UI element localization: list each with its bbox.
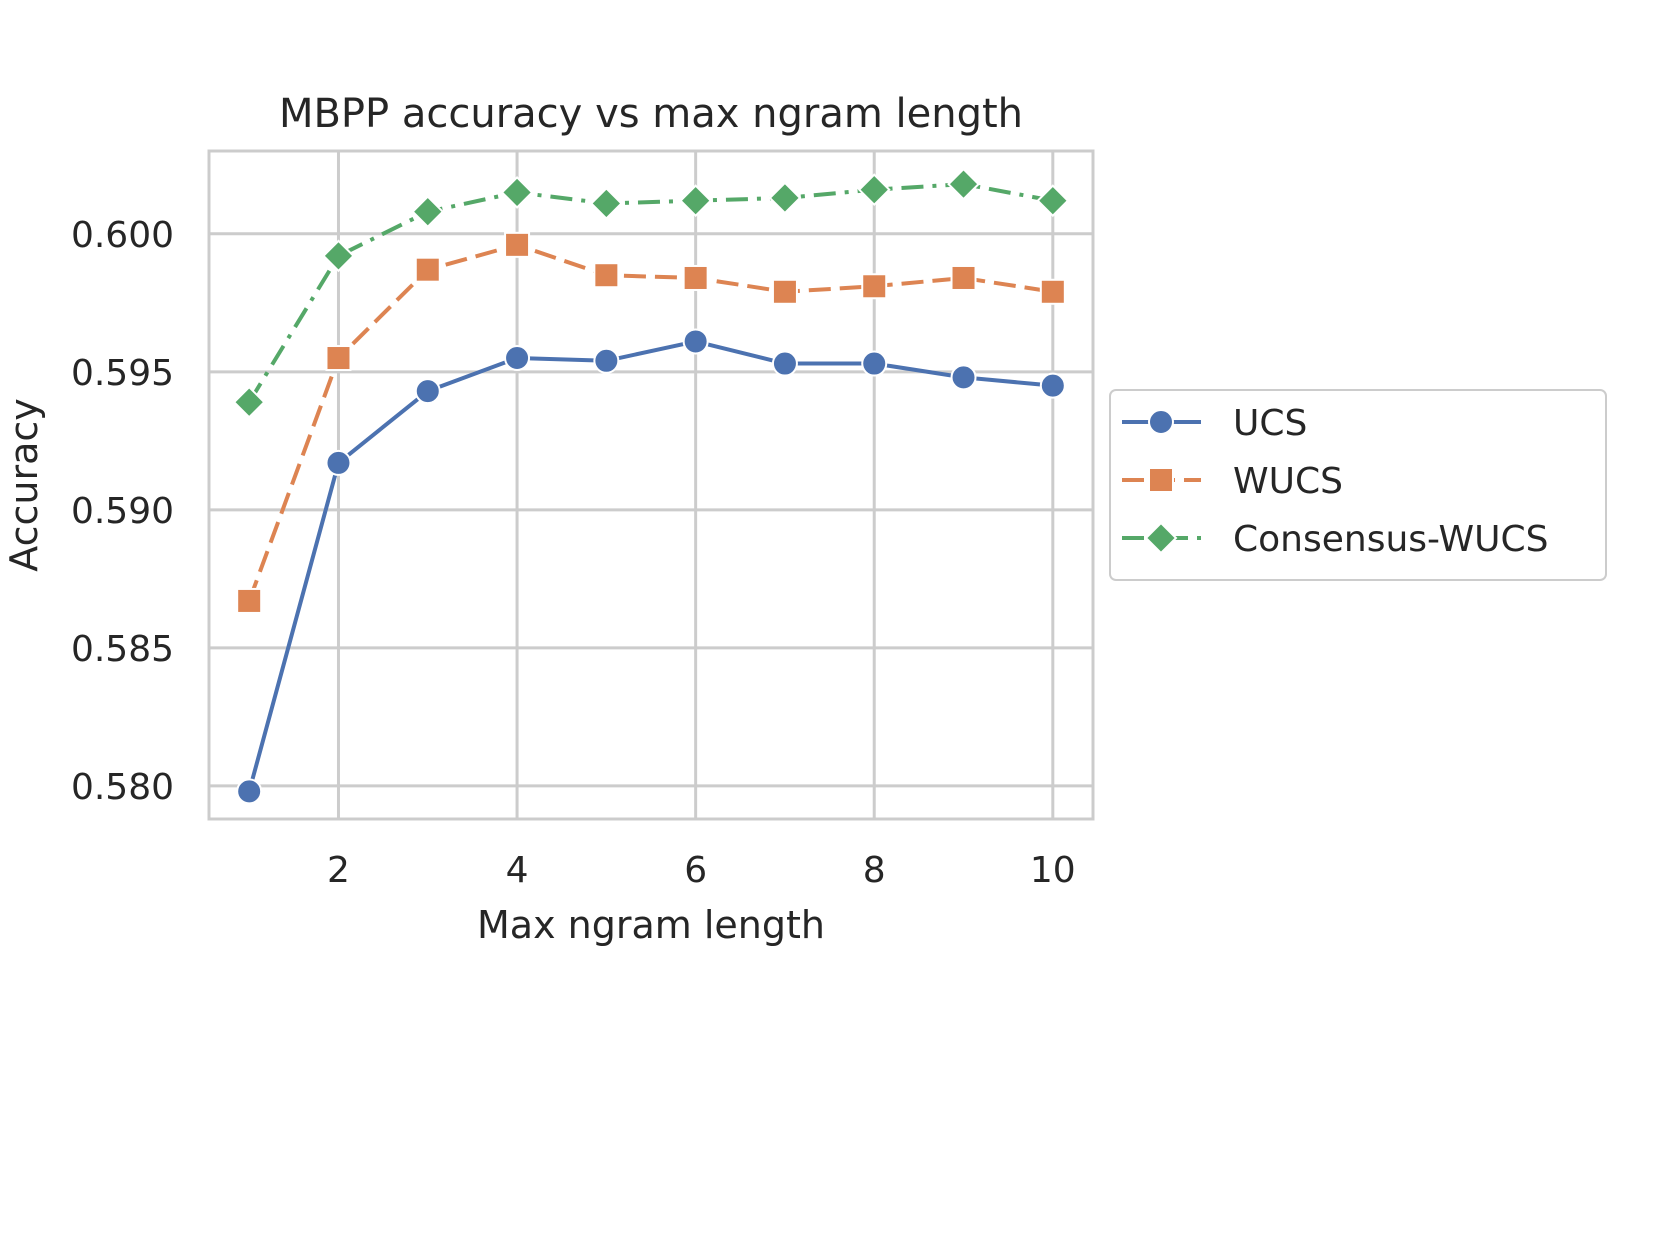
legend-entry-ucs: UCS [1122,403,1307,444]
series-ucs [236,328,1066,805]
wucs-line [247,242,1054,602]
plot-frame [207,149,1095,821]
legend-label: UCS [1233,403,1307,444]
ucs-line [247,339,1054,792]
legend: UCS WUCS Consensus-WUCS [1109,389,1607,581]
grid [209,151,1093,819]
wucs-point [861,273,888,300]
chart-title: MBPP accuracy vs max ngram length [279,91,1023,137]
x-tick-label: 2 [327,850,350,891]
consensus-wucs-point [1036,184,1070,218]
ucs-point [771,350,798,377]
ucs-point [861,350,888,377]
consensus-wucs-point [768,181,802,215]
ucs-point [593,347,620,374]
x-tick-label: 10 [1030,850,1076,891]
y-tick-label: 0.585 [71,629,174,670]
wucs-point [414,256,441,283]
ucs-point [682,328,709,355]
wucs-point [325,345,352,372]
ucs-point [1039,372,1066,399]
series-group [232,167,1070,805]
y-tick-label: 0.595 [71,353,174,394]
wucs-point [1039,278,1066,305]
legend-marker [1148,467,1174,493]
legend-frame [1109,389,1607,581]
ucs-point [414,378,441,405]
ucs-point [950,364,977,391]
wucs-point [236,587,263,614]
x-tick-label: 4 [506,850,529,891]
legend-entry-consensus-wucs: Consensus-WUCS [1122,519,1549,560]
axis-ticks: 2 4 6 8 10 0.580 0.585 0.590 0.595 0.600 [71,215,1076,891]
x-tick-label: 8 [863,850,886,891]
wucs-point [682,264,709,291]
y-tick-label: 0.580 [71,767,174,808]
consensus-wucs-point [500,175,534,209]
consensus-wucs-point [411,195,445,229]
series-consensus-wucs [232,167,1070,419]
y-tick-label: 0.590 [71,491,174,532]
y-axis-label: Accuracy [2,398,46,572]
x-axis-label: Max ngram length [477,903,825,947]
ucs-point [325,449,352,476]
legend-label: WUCS [1233,461,1343,502]
consensus-wucs-point [322,239,355,273]
ucs-point [236,778,263,805]
legend-marker [1144,521,1178,555]
consensus-wucs-point [857,173,891,207]
consensus-wucs-point [589,187,623,220]
consensus-wucs-point [947,167,980,201]
consensus-wucs-line [247,182,1054,404]
legend-marker [1148,409,1174,435]
legend-label: Consensus-WUCS [1233,519,1549,560]
ucs-point [504,345,531,372]
wucs-point [771,278,798,305]
wucs-point [950,264,977,291]
wucs-point [593,262,620,289]
legend-entry-wucs: WUCS [1122,461,1343,502]
series-wucs [236,231,1066,614]
consensus-wucs-point [232,385,266,419]
x-tick-label: 6 [684,850,707,891]
consensus-wucs-point [679,184,713,218]
y-tick-label: 0.600 [71,215,174,256]
wucs-point [504,231,531,258]
